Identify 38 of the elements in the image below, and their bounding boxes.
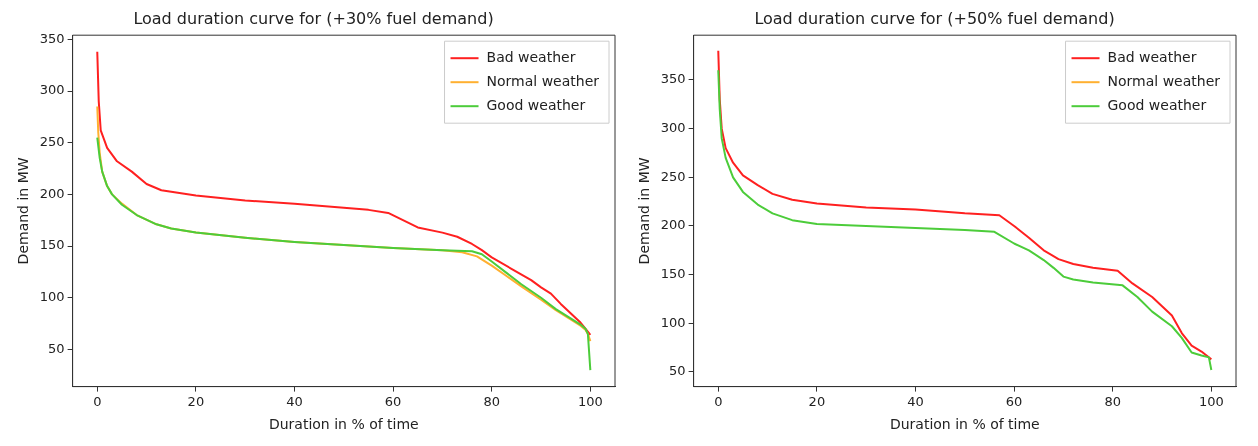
y-tick-label: 300 bbox=[39, 82, 65, 98]
legend-label: Normal weather bbox=[486, 72, 600, 89]
chart-title: Load duration curve for (+30% fuel demand) bbox=[133, 8, 494, 28]
y-axis-title: Demand in MW bbox=[636, 157, 653, 265]
y-tick-label: 150 bbox=[39, 237, 65, 253]
y-tick-label: 350 bbox=[39, 30, 65, 46]
x-tick-label: 20 bbox=[187, 393, 205, 409]
x-tick-label: 0 bbox=[714, 393, 723, 409]
legend-label: Bad weather bbox=[486, 48, 576, 65]
legend-label: Normal weather bbox=[1107, 72, 1221, 89]
x-tick-label: 80 bbox=[483, 393, 500, 409]
y-tick-label: 100 bbox=[39, 289, 65, 305]
legend-label: Good weather bbox=[1107, 96, 1207, 113]
x-tick-label: 100 bbox=[1198, 393, 1224, 409]
x-tick-label: 60 bbox=[384, 393, 402, 409]
y-tick-label: 50 bbox=[48, 340, 65, 356]
y-tick-label: 50 bbox=[669, 363, 686, 379]
x-tick-label: 100 bbox=[577, 393, 603, 409]
y-axis-title: Demand in MW bbox=[15, 157, 32, 265]
y-tick-label: 200 bbox=[660, 217, 686, 233]
y-tick-label: 300 bbox=[660, 120, 686, 136]
x-axis-title: Duration in % of time bbox=[268, 416, 419, 433]
y-tick-label: 100 bbox=[660, 314, 686, 330]
y-tick-label: 250 bbox=[39, 134, 65, 150]
y-tick-label: 200 bbox=[39, 185, 65, 201]
chart-title: Load duration curve for (+50% fuel demand) bbox=[754, 8, 1115, 28]
x-tick-label: 80 bbox=[1104, 393, 1121, 409]
x-tick-label: 60 bbox=[1005, 393, 1023, 409]
x-tick-label: 40 bbox=[286, 393, 303, 409]
x-axis-title: Duration in % of time bbox=[889, 416, 1040, 433]
x-tick-label: 40 bbox=[907, 393, 924, 409]
y-tick-label: 250 bbox=[660, 168, 686, 184]
x-tick-label: 20 bbox=[808, 393, 826, 409]
y-tick-label: 150 bbox=[660, 266, 686, 282]
legend-label: Bad weather bbox=[1107, 48, 1197, 65]
x-tick-label: 0 bbox=[93, 393, 102, 409]
legend-label: Good weather bbox=[486, 96, 586, 113]
y-tick-label: 350 bbox=[660, 71, 686, 87]
